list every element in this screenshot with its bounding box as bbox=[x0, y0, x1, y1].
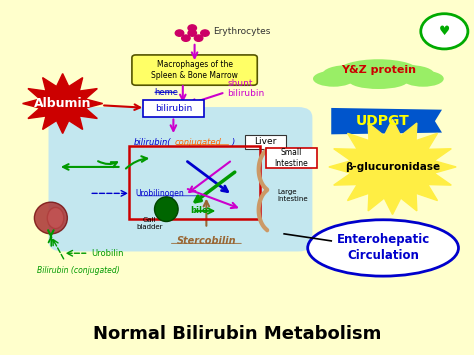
Text: ): ) bbox=[231, 138, 235, 147]
Text: shunt
bilirubin: shunt bilirubin bbox=[228, 79, 265, 98]
Text: Liver: Liver bbox=[254, 137, 276, 146]
Ellipse shape bbox=[337, 59, 419, 84]
Circle shape bbox=[182, 35, 190, 41]
Text: Urobilin: Urobilin bbox=[91, 249, 123, 258]
Text: Small
Intestine: Small Intestine bbox=[274, 148, 308, 168]
Text: Large
Intestine: Large Intestine bbox=[277, 189, 308, 202]
Text: Normal Bilirubin Metabolism: Normal Bilirubin Metabolism bbox=[93, 325, 381, 343]
Text: bilirubin(: bilirubin( bbox=[133, 138, 171, 147]
Ellipse shape bbox=[155, 197, 178, 222]
Text: ♥: ♥ bbox=[439, 25, 450, 38]
Text: Gall
bladder: Gall bladder bbox=[137, 217, 163, 230]
FancyBboxPatch shape bbox=[266, 148, 317, 168]
Polygon shape bbox=[23, 73, 103, 133]
Ellipse shape bbox=[349, 73, 408, 89]
Text: Stercobilin: Stercobilin bbox=[176, 236, 236, 246]
FancyBboxPatch shape bbox=[245, 135, 285, 149]
Text: Albumin: Albumin bbox=[34, 97, 91, 110]
Text: Urobilinogen: Urobilinogen bbox=[136, 189, 184, 198]
Text: UDPGT: UDPGT bbox=[356, 114, 410, 128]
Text: bilirubin: bilirubin bbox=[155, 104, 192, 113]
Ellipse shape bbox=[381, 65, 434, 83]
Circle shape bbox=[175, 30, 184, 36]
Polygon shape bbox=[331, 108, 442, 134]
Text: heme: heme bbox=[155, 88, 178, 97]
Ellipse shape bbox=[322, 65, 375, 83]
Text: Macrophages of the
Spleen & Bone Marrow: Macrophages of the Spleen & Bone Marrow bbox=[151, 60, 238, 80]
Circle shape bbox=[201, 30, 209, 36]
Ellipse shape bbox=[35, 202, 67, 234]
Text: β-glucuronidase: β-glucuronidase bbox=[345, 162, 440, 172]
Circle shape bbox=[194, 35, 203, 41]
Circle shape bbox=[188, 25, 197, 31]
Ellipse shape bbox=[308, 220, 458, 276]
Circle shape bbox=[421, 14, 468, 49]
Text: Bilirubin (conjugated): Bilirubin (conjugated) bbox=[36, 266, 119, 275]
FancyBboxPatch shape bbox=[143, 100, 203, 117]
FancyBboxPatch shape bbox=[132, 55, 257, 85]
Ellipse shape bbox=[47, 207, 64, 229]
Text: Enterohepatic
Circulation: Enterohepatic Circulation bbox=[337, 234, 430, 262]
Text: bile: bile bbox=[190, 207, 208, 215]
Text: Y&Z protein: Y&Z protein bbox=[341, 65, 416, 75]
Ellipse shape bbox=[313, 71, 354, 87]
Ellipse shape bbox=[402, 71, 444, 87]
FancyBboxPatch shape bbox=[48, 107, 312, 251]
Text: conjugated: conjugated bbox=[175, 138, 222, 147]
Circle shape bbox=[188, 30, 197, 36]
Text: Erythrocytes: Erythrocytes bbox=[213, 27, 271, 36]
Polygon shape bbox=[329, 119, 456, 214]
